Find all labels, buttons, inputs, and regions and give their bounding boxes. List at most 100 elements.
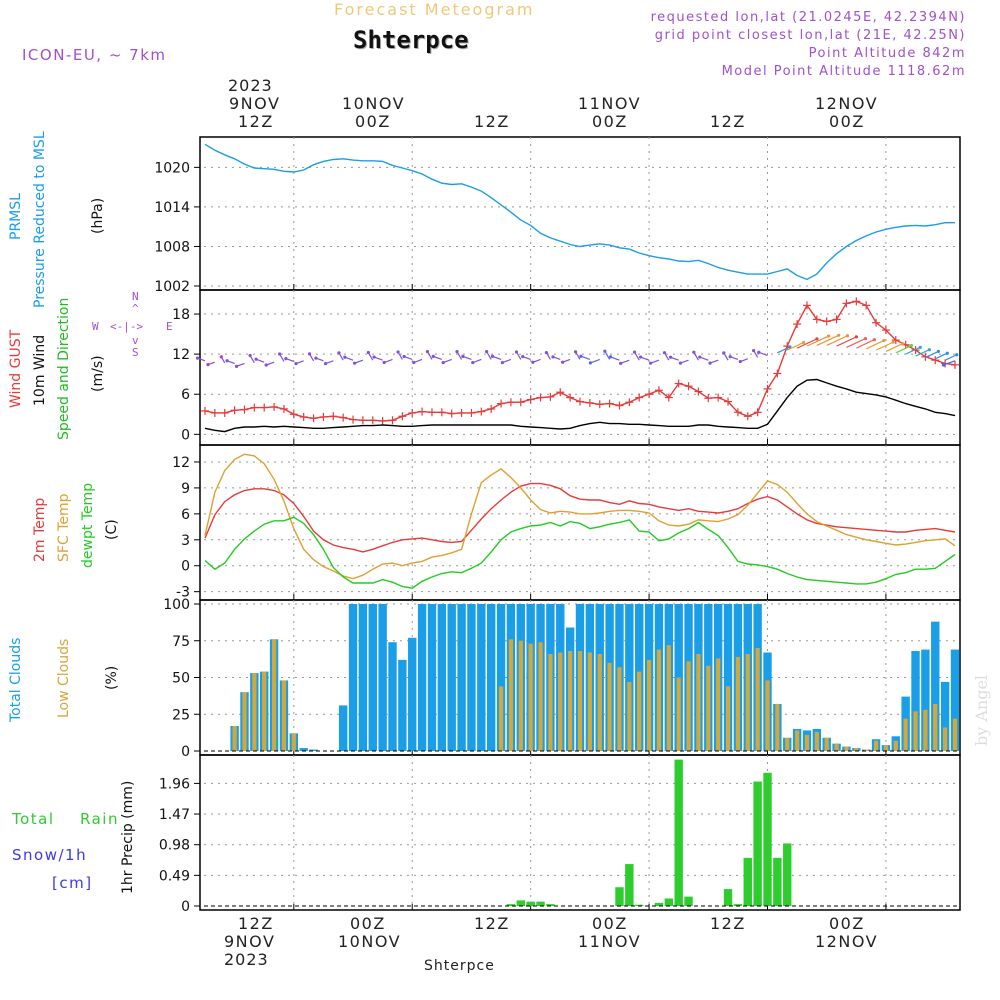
top-tick-6-day: 12NOV: [815, 94, 879, 113]
compass-east: E: [166, 320, 173, 333]
wind-direction-arrowhead: [219, 355, 223, 359]
wind-direction-arrowhead: [531, 360, 535, 364]
wind-direction-arrow: [796, 338, 818, 349]
wind-direction-arrowhead: [722, 351, 726, 355]
wind-direction-arrow: [856, 339, 875, 349]
wind-direction-arrowhead: [900, 342, 905, 346]
requested-coords: requested lon,lat (21.0245E, 42.2394N): [650, 10, 966, 25]
station-title: Shterpce: [353, 26, 469, 54]
wind-direction-arrowhead: [692, 350, 696, 354]
wind-direction-arrowhead: [619, 361, 623, 365]
precip-rain-bar: [526, 901, 535, 906]
clouds-total_clouds-bar: [931, 621, 940, 751]
clouds-total_clouds-bar: [398, 659, 407, 751]
wind-direction-arrowhead: [337, 351, 341, 355]
precip-rain-bar: [723, 889, 733, 906]
precip-ytick-label-0: 0: [181, 899, 190, 915]
wind-direction-arrow: [816, 334, 839, 346]
wind-direction-arrow: [925, 350, 939, 359]
top-year: 2023: [228, 76, 273, 95]
clouds-total_clouds-bar: [486, 604, 496, 751]
wind-direction-arrowhead: [314, 356, 318, 360]
wind-direction-arrowhead: [757, 350, 761, 354]
wind-direction-arrowhead: [872, 338, 876, 342]
wind-direction-arrowhead: [788, 345, 792, 349]
wind-direction-arrowhead: [802, 340, 806, 345]
wind-direction-arrowhead: [206, 363, 210, 367]
wind-direction-arrowhead: [815, 337, 819, 341]
top-tick-4-hour: 00Z: [592, 112, 628, 131]
footer-station: Shterpce: [424, 958, 495, 974]
temperature-ytick-label-1: 0: [181, 559, 190, 575]
wind-direction-arrowhead: [662, 351, 667, 355]
clouds-low_clouds-bar: [844, 746, 849, 751]
clouds-low_clouds-bar: [577, 651, 583, 751]
clouds-low_clouds-bar: [242, 692, 247, 751]
wind-direction-arrowhead: [678, 361, 683, 365]
wind-direction-arrowhead: [234, 364, 239, 368]
point-altitude: Point Altitude 842m: [808, 46, 966, 61]
wind-direction-arrow: [943, 360, 956, 366]
model-label: ICON-EU, ~ 7km: [22, 46, 167, 64]
clouds-total_clouds-bar: [921, 649, 930, 751]
clouds-low_clouds-bar: [834, 743, 839, 751]
bottom-tick-4-day: 11NOV: [578, 932, 642, 951]
wind-direction-arrowhead: [323, 362, 328, 366]
compass-south: S: [132, 346, 139, 359]
precip-rain-bar: [684, 896, 693, 906]
clouds-total_clouds-bar: [358, 604, 368, 751]
wind-direction-arrowhead: [936, 349, 941, 354]
wind-direction-arrowhead: [425, 350, 430, 354]
clouds-low_clouds-bar: [923, 709, 928, 751]
precip-rain-bar: [516, 900, 525, 906]
wind-direction-arrowhead: [941, 363, 946, 367]
wind-direction-arrowhead: [752, 348, 756, 353]
clouds-low_clouds-bar: [864, 749, 869, 751]
clouds-ytick-label-4: 100: [163, 597, 190, 613]
clouds-low_clouds-bar: [656, 649, 662, 751]
clouds-total_clouds-bar: [427, 604, 437, 751]
clouds-ytick-label-1: 25: [172, 707, 190, 723]
wind-direction-arrowhead: [918, 345, 922, 349]
pressure-pressure-line: [204, 143, 955, 281]
precip-rain-bar: [733, 904, 743, 906]
wind-direction-arrowhead: [225, 359, 229, 363]
clouds-low_clouds-bar: [232, 726, 237, 751]
precip-ytick-label-1: 0.49: [159, 868, 190, 884]
precip-ytick-label-3: 1.47: [159, 807, 190, 823]
wind-direction-arrowhead: [441, 360, 445, 365]
precip-rain-bar: [664, 898, 674, 906]
clouds-low_clouds-bar: [913, 711, 918, 751]
wind-direction-arrowhead: [728, 355, 732, 359]
clouds-low_clouds-bar: [943, 727, 948, 751]
clouds-low_clouds-bar: [646, 659, 652, 751]
clouds-total_clouds-bar: [940, 681, 950, 751]
wind-direction-arrowhead: [845, 334, 850, 338]
wind-direction-arrowhead: [352, 361, 357, 365]
clouds-total_clouds-bar: [457, 604, 466, 751]
wind-direction-arrow: [590, 358, 600, 364]
clouds-low_clouds-bar: [824, 737, 829, 751]
compass-horizontal-arrow: <-|->: [110, 320, 144, 333]
wind-direction-arrowhead: [396, 350, 400, 354]
wind-direction-arrowhead: [366, 350, 370, 355]
clouds-low_clouds-bar: [755, 648, 760, 751]
precip-ytick-label-4: 1.96: [159, 776, 190, 792]
precip-rain-bar: [546, 904, 555, 906]
precip-rain-bar: [654, 902, 664, 906]
clouds-low_clouds-bar: [795, 730, 800, 751]
bottom-tick-5-hour: 12Z: [710, 914, 746, 933]
clouds-low_clouds-bar: [765, 680, 770, 751]
clouds-low_clouds-bar: [558, 652, 563, 751]
pressure-ytick-label-3: 1020: [154, 160, 190, 176]
meteogram-subtitle: Forecast Meteogram: [334, 0, 535, 19]
bottom-tick-6-hour: 00Z: [829, 914, 865, 933]
wind-direction-arrowhead: [882, 338, 886, 343]
wind-ytick-label-0: 0: [181, 427, 190, 443]
clouds-low_clouds-bar: [498, 686, 504, 751]
bottom-tick-3-hour: 12Z: [474, 914, 510, 933]
compass-down-arrow: v: [132, 334, 139, 347]
model-altitude: Model Point Altitude 1118.62m: [721, 64, 966, 79]
wind-ytick-label-3: 18: [172, 307, 190, 323]
